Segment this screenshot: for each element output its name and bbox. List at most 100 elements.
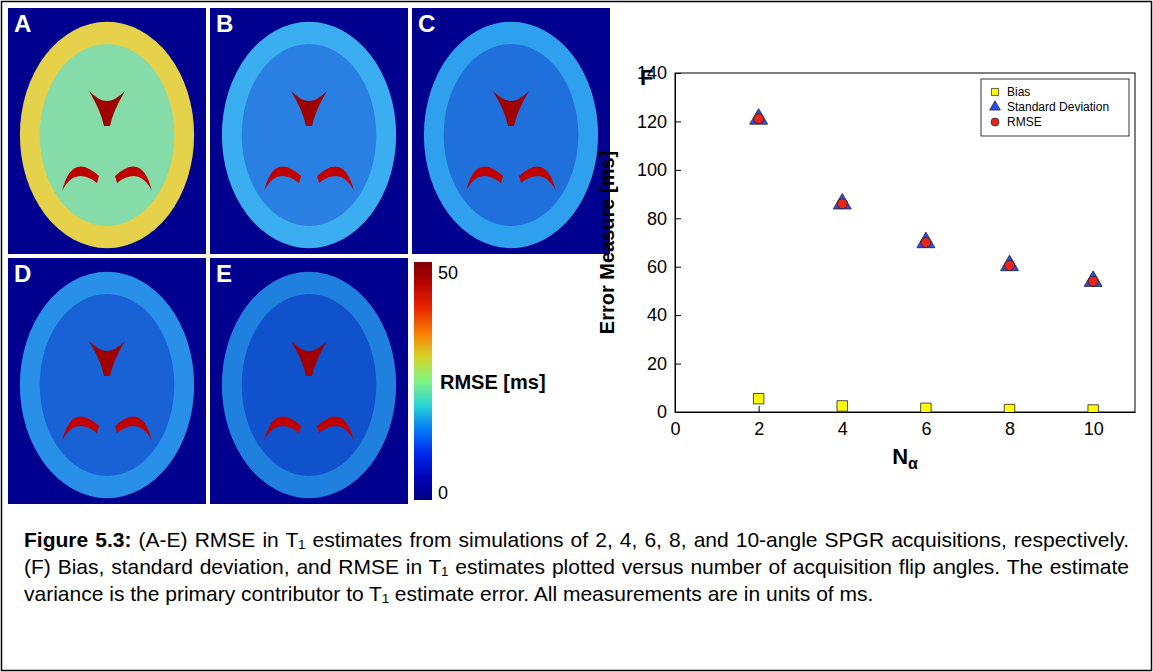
plot-frame: [675, 73, 1135, 412]
data-point: [921, 237, 931, 247]
caption: Figure 5.3: (A-E) RMSE in T₁ estimates f…: [24, 526, 1129, 607]
y-tick-label: 100: [637, 160, 667, 180]
x-tick-label: 0: [670, 419, 680, 439]
y-tick-label: 120: [637, 112, 667, 132]
image-background: [8, 8, 206, 254]
colorbar: [414, 262, 432, 500]
y-tick-mark: [675, 218, 681, 219]
colorbar-tick-label: 50: [438, 263, 458, 283]
y-tick-mark: [675, 121, 681, 122]
legend-marker: [990, 101, 1001, 110]
y-tick-label: 60: [647, 257, 667, 277]
y-tick-mark: [675, 170, 681, 171]
brain-white-matter: [242, 44, 377, 226]
x-tick-label: 2: [754, 419, 764, 439]
y-tick: 20: [647, 354, 681, 374]
x-tick-label: 10: [1084, 419, 1104, 439]
brain-panel: A: [8, 8, 206, 254]
y-tick-mark: [675, 412, 681, 413]
series: [754, 114, 1099, 287]
x-tick-label: 8: [1005, 419, 1015, 439]
ventricle: [62, 416, 99, 441]
y-tick-label: 20: [647, 354, 667, 374]
y-tick-mark: [675, 364, 681, 365]
y-axis-line: [675, 74, 676, 413]
legend-label: Standard Deviation: [1007, 100, 1109, 114]
data-point: [753, 393, 763, 403]
y-tick: 40: [647, 305, 681, 325]
x-axis: 0 2 4 6 8 10: [670, 406, 1135, 439]
y-tick-label: 0: [657, 402, 667, 422]
ventricle: [115, 166, 152, 191]
figure-border: [2, 2, 1152, 671]
brain-white-matter: [40, 44, 175, 226]
legend-marker: [991, 118, 999, 126]
ventricle: [264, 166, 301, 191]
ventricle: [466, 166, 503, 191]
image-background: [210, 8, 408, 254]
brain-cortex: [222, 22, 396, 248]
panel-label: A: [14, 10, 31, 37]
brain-white-matter: [242, 294, 377, 476]
legend-label: RMSE: [1007, 115, 1042, 129]
x-axis-title: Nα: [892, 444, 918, 472]
ventricle: [493, 91, 529, 126]
ventricle: [115, 416, 152, 441]
ventricle: [317, 166, 354, 191]
legend-box: [981, 79, 1129, 136]
ventricle: [291, 341, 327, 376]
legend-label: Bias: [1007, 85, 1030, 99]
series: [753, 393, 1098, 412]
panel-label: F: [640, 65, 653, 90]
brain-cortex: [222, 272, 396, 498]
data-point: [1088, 405, 1098, 412]
image-background: [412, 8, 610, 254]
brain-panel: D: [8, 258, 206, 504]
x-tick-mark: [759, 406, 760, 412]
colorbar-tick: 50: [432, 263, 458, 283]
x-tick-label: 6: [921, 419, 931, 439]
brain-cortex: [424, 22, 598, 248]
data-point: [750, 109, 768, 125]
data-point: [833, 193, 851, 209]
x-tick-label: 4: [838, 419, 848, 439]
panel-label: B: [216, 10, 233, 37]
image-background: [210, 258, 408, 504]
colorbar-axis-line: [432, 263, 433, 501]
y-tick: 100: [637, 160, 681, 180]
brain-panel: B: [210, 8, 408, 254]
ventricle: [291, 91, 327, 126]
y-tick: 80: [647, 209, 681, 229]
ventricle: [317, 416, 354, 441]
ventricle: [519, 166, 556, 191]
y-tick-label: 80: [647, 209, 667, 229]
brain-panel: C: [412, 8, 610, 254]
y-tick-mark: [675, 267, 681, 268]
ventricle: [264, 416, 301, 441]
y-tick-mark: [675, 315, 681, 316]
brain-panel: E: [210, 258, 408, 504]
colorbar-tick: 0: [432, 483, 448, 503]
data-point: [1088, 276, 1098, 286]
panel-label: C: [418, 10, 435, 37]
colorbar-tick-label: 0: [438, 483, 448, 503]
data-point: [754, 114, 764, 124]
legend: BiasStandard DeviationRMSE: [981, 79, 1129, 136]
y-tick-mark: [675, 73, 681, 74]
brain-cortex: [20, 22, 194, 248]
data-point: [1084, 271, 1102, 287]
brain-cortex: [20, 272, 194, 498]
ventricle: [89, 91, 125, 126]
data-point: [1004, 404, 1014, 412]
y-tick: 0: [657, 402, 681, 422]
ventricle: [89, 341, 125, 376]
y-axis-title: Error Measure [ms]: [596, 151, 618, 334]
y-tick: 60: [647, 257, 681, 277]
data-point: [837, 199, 847, 209]
data-point: [837, 401, 847, 411]
caption-text: (A-E) RMSE in T₁ estimates from simulati…: [24, 528, 1129, 605]
image-background: [8, 258, 206, 504]
panel-label: E: [216, 260, 232, 287]
caption-label: Figure 5.3:: [24, 528, 131, 551]
data-point: [921, 403, 931, 412]
